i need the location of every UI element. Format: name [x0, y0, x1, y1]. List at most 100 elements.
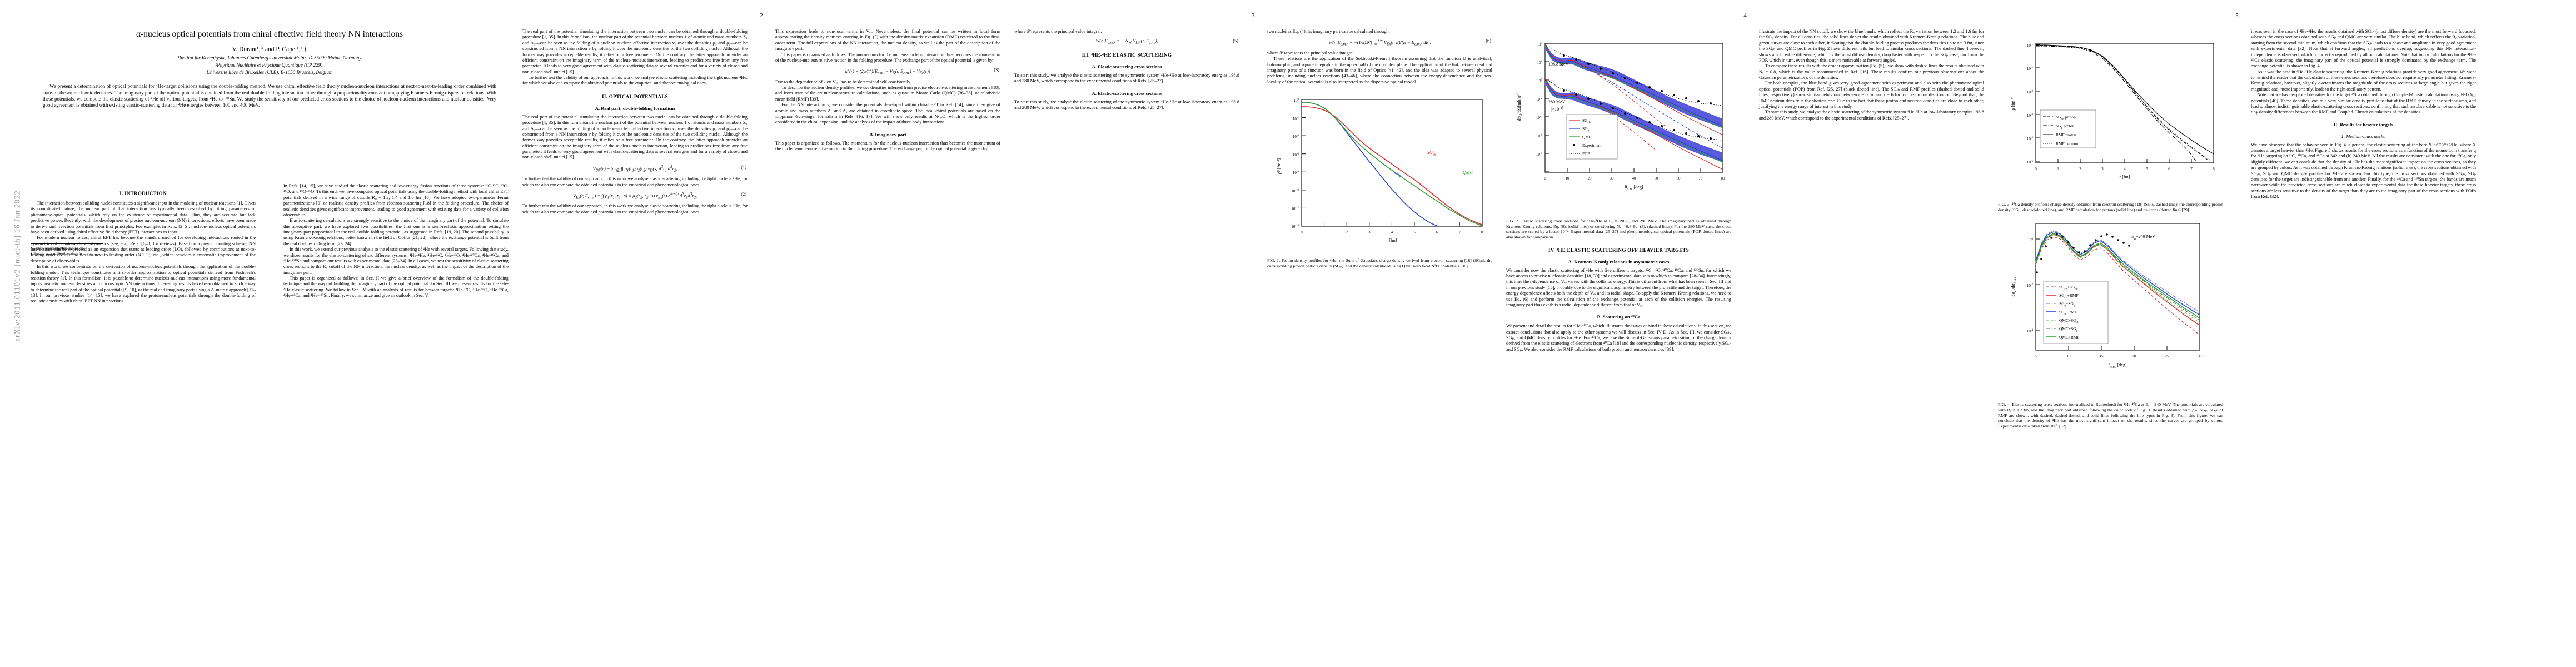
svg-text:102: 102 [1537, 61, 1543, 65]
section-heading-he4-elastic: III. ⁴He-⁴He ELASTIC SCATTERING [1082, 52, 1172, 58]
figure-2-qmc-280 [1546, 81, 1723, 163]
subsection-heading-he-he: A. Elastic-scattering cross sections [1092, 64, 1162, 70]
paragraph: Due to the dependence of k on Vₑₓ, has t… [775, 79, 911, 84]
figure-2-band-198 [1546, 45, 1722, 128]
page-5-right-column: it was seen in the case of ⁴He-⁴He, the … [2251, 29, 2476, 200]
figure-2-legend: SGch SGp QMC Experiment POP [1566, 114, 1618, 160]
svg-text:6: 6 [1436, 230, 1438, 235]
svg-text:10-4: 10-4 [1293, 135, 1299, 139]
figure-3-sgch-proton [2036, 45, 2210, 162]
subsection-heading-imaginary-part: B. Imaginary part [869, 131, 906, 137]
paragraph: For the NN interaction v, we consider th… [775, 102, 1000, 125]
page-number: 5 [2235, 12, 2239, 19]
paragraph: These relations are the application of t… [1267, 56, 1492, 84]
equation-number: (1) [741, 164, 746, 170]
figure-3-sgp-proton [2036, 46, 2196, 162]
page-4-left-column: 104 102 100 10-2 10-4 10-6 10-8 [1506, 29, 1731, 352]
svg-text:RMF neutron: RMF neutron [2056, 141, 2078, 146]
figure-1-annotation-sgp: SGp [1394, 171, 1401, 178]
affiliation-1: ¹Institut für Kernphysik, Johannes Guten… [177, 55, 362, 61]
figure-3: 10-1 10-2 10-3 10-4 10-5 10-6 [1998, 32, 2223, 212]
svg-text:80: 80 [1721, 176, 1726, 181]
paragraph: Note that we have explored densities for… [2251, 92, 2476, 115]
subsection-heading-kk-asym: A. Kramers-Kronig relations in asymmetri… [1568, 258, 1670, 265]
figure-2-sgch-280 [1546, 79, 1723, 170]
figure-4-caption-text: Elastic-scattering cross sections (norma… [1998, 402, 2223, 429]
figure-1-annotation-sgch: SGch [1427, 150, 1436, 157]
page-4-right-column: illustrate the impact of the NN cutoff, … [1759, 29, 1984, 121]
svg-text:10-12: 10-12 [1291, 207, 1299, 211]
svg-text:100: 100 [1294, 98, 1299, 103]
svg-text:5: 5 [1413, 230, 1416, 235]
figure-2-caption: FIG. 2. Elastic scattering cross section… [1506, 218, 1731, 240]
paragraph: In Refs. [14, 15], we have studied the e… [283, 183, 509, 217]
svg-text:15: 15 [2100, 354, 2104, 359]
equation-1: VDF(r) = ∑i∈1∫∫ ρ1(r1)ρ2(r2) vD(s) d3r1 … [592, 164, 746, 173]
figure-4-ylabel: dσel/dσRuth [2011, 277, 2017, 297]
page-title: α-nucleus optical potentials from chiral… [136, 29, 403, 39]
footnote-rule [31, 243, 103, 244]
figure-3-label: FIG. 3. [1998, 202, 2011, 207]
svg-text:3: 3 [2101, 167, 2104, 171]
svg-text:25: 25 [2165, 354, 2170, 359]
svg-text:QMC+SGch: QMC+SGch [2059, 318, 2079, 325]
paragraph: In this work, we extend our previous ana… [283, 247, 509, 275]
subsection-heading-heavier-results: C. Results for heavier targets [2334, 121, 2393, 127]
abstract: We present a determination of optical po… [43, 83, 496, 108]
section-heading-optical-potentials: II. OPTICAL POTENTIALS [602, 93, 668, 99]
paragraph: We consider now the elastic scattering o… [1506, 267, 1731, 307]
footnote-item: † Email: pcapel@uni-mainz.de [31, 251, 82, 256]
figure-4-qmc-rmf [2035, 233, 2200, 318]
svg-text:2: 2 [1346, 230, 1348, 235]
page-1-left-column: I. INTRODUCTION The interaction between … [31, 183, 256, 305]
paragraph: To start this study, we analyse the elas… [1014, 73, 1239, 84]
svg-text:POP: POP [1582, 151, 1590, 156]
svg-text:10-4: 10-4 [2027, 113, 2034, 118]
paragraph: This expression leads to non-local terms… [775, 29, 1000, 52]
svg-text:10-4: 10-4 [1536, 116, 1543, 120]
svg-text:100: 100 [1537, 79, 1543, 83]
svg-text:20: 20 [1588, 176, 1592, 181]
figure-1-plot: 100 10-2 10-4 10-6 10-8 10-10 10-12 10-1… [1277, 98, 1483, 243]
svg-text:10-4: 10-4 [2027, 329, 2034, 334]
svg-text:10-6: 10-6 [1536, 134, 1543, 138]
svg-text:SGp+SGp: SGp+SGp [2059, 301, 2075, 308]
page-5: 5 10-1 10-2 10-3 10-4 10-5 10-6 [1998, 0, 2476, 667]
svg-text:QMC: QMC [1582, 135, 1592, 140]
svg-text:50: 50 [1655, 176, 1659, 181]
figure-2-energy-label-1: 198.8 MeV [1548, 62, 1569, 67]
figure-3-rmf-proton [2036, 44, 2214, 155]
figure-4-legend: SGch+SGch SGch+RMF SGp+SGp SGp+RMF QMC+S… [2043, 281, 2109, 344]
svg-text:QMC+RMF: QMC+RMF [2059, 335, 2080, 340]
svg-text:8: 8 [2213, 167, 2215, 171]
figure-1-caption: FIG. 1. Proton density profiles for ⁴He:… [1267, 258, 1492, 268]
subsubsection-heading-medium-mass: 1. Medium-mass nuclei [2341, 133, 2386, 139]
section-heading-introduction: I. INTRODUCTION [119, 191, 167, 196]
paragraph: two nuclei as Eq. (4), its imaginary par… [1267, 29, 1390, 34]
paragraph: To further test the validity of our appr… [522, 75, 748, 86]
svg-text:10-3: 10-3 [2027, 90, 2034, 94]
figure-2-caption-text: Elastic scattering cross sections for ⁴H… [1506, 218, 1731, 240]
svg-text:SGch proton: SGch proton [2056, 115, 2076, 121]
paragraph: This paper is organized as follows: in S… [283, 276, 509, 298]
footnotes: * Email: vdurant@uni-mainz.de † Email: p… [31, 243, 256, 257]
subsection-heading-scattering-ca40: B. Scattering on ⁴⁰Ca [1597, 314, 1641, 320]
figure-4-xlabel: θc.m. [deg] [2108, 362, 2126, 369]
figure-2-sgp-dash-198 [1581, 65, 1723, 149]
figure-2-ylabel: dσel/dΩ[mb/sr] [1517, 93, 1523, 121]
svg-text:30: 30 [2198, 354, 2203, 359]
figure-1-series-sgch [1302, 106, 1482, 225]
figure-1-caption-text: Proton density profiles for ⁴He: the Sum… [1267, 258, 1493, 268]
figure-1-annotation-qmc: QMC [1463, 170, 1473, 175]
paragraph: it was seen in the case of ⁴He-⁴He, the … [2251, 29, 2476, 69]
equation-number: (6) [1486, 38, 1491, 44]
paragraph: To further test the validity of our appr… [522, 176, 748, 187]
svg-text:10: 10 [2067, 354, 2071, 359]
figure-2-label: FIG. 2. [1506, 218, 1519, 223]
page-3-right-column: two nuclei as Eq. (4), its imaginary par… [1267, 29, 1492, 268]
figure-2-sgch-198 [1546, 44, 1723, 136]
svg-text:SGch+SGch: SGch+SGch [2059, 285, 2078, 291]
figure-2-qmc-198 [1546, 47, 1723, 128]
svg-text:10-10: 10-10 [1291, 189, 1299, 193]
paragraph: To start this study, we analyse the elas… [1759, 109, 1984, 121]
